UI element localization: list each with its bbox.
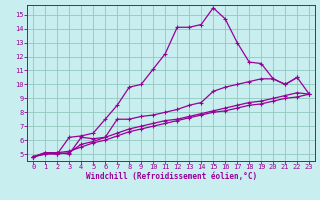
- X-axis label: Windchill (Refroidissement éolien,°C): Windchill (Refroidissement éolien,°C): [86, 172, 257, 181]
